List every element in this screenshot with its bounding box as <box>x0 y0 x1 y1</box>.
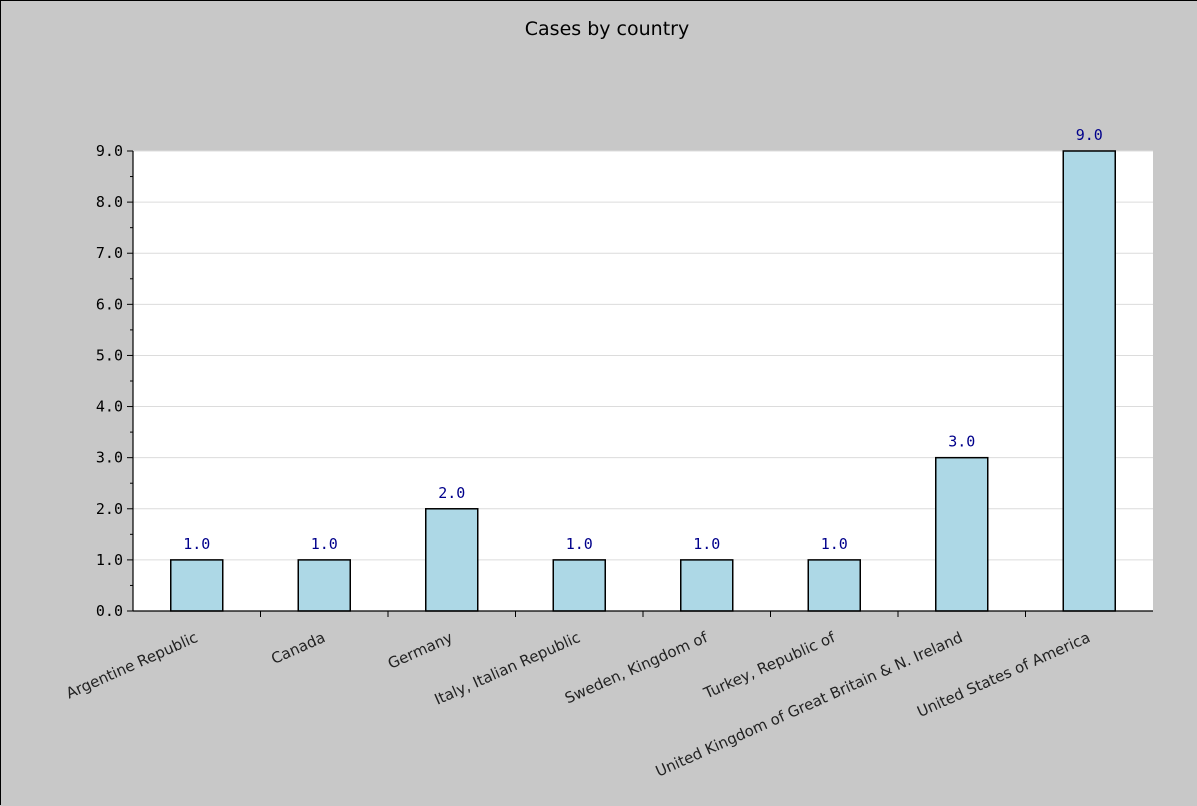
data-label: 1.0 <box>311 535 338 553</box>
bar <box>297 559 351 612</box>
y-tick-label: 6.0 <box>96 295 123 313</box>
bar <box>170 559 224 612</box>
axes <box>127 150 1153 617</box>
y-tick-label: 2.0 <box>96 500 123 518</box>
y-tick-label: 3.0 <box>96 449 123 467</box>
gridlines <box>133 150 1153 561</box>
bar <box>1062 150 1116 612</box>
y-tick-label: 0.0 <box>96 602 123 620</box>
y-tick-label: 1.0 <box>96 551 123 569</box>
y-axis-tick-labels: 0.0 1.0 2.0 3.0 4.0 5.0 6.0 7.0 8.0 9.0 <box>96 142 123 620</box>
plot-area <box>133 151 1153 611</box>
y-tick-label: 8.0 <box>96 193 123 211</box>
data-label: 1.0 <box>693 535 720 553</box>
data-label: 2.0 <box>438 484 465 502</box>
bar <box>425 508 479 612</box>
data-label: 1.0 <box>566 535 593 553</box>
x-tick-label: Canada <box>268 628 327 668</box>
x-tick-label: Italy, Italian Republic <box>432 628 583 709</box>
bar <box>807 559 861 612</box>
data-label: 1.0 <box>183 535 210 553</box>
bar <box>552 559 606 612</box>
x-tick-label: Sweden, Kingdom of <box>562 628 711 708</box>
bar <box>935 456 989 612</box>
y-tick-label: 4.0 <box>96 398 123 416</box>
bar <box>680 559 734 612</box>
y-tick-label: 9.0 <box>96 142 123 160</box>
data-labels: 1.0 1.0 2.0 1.0 1.0 1.0 3.0 9.0 <box>183 126 1103 553</box>
chart-title: Cases by country <box>525 18 689 40</box>
y-tick-label: 5.0 <box>96 346 123 364</box>
data-label: 3.0 <box>948 433 975 451</box>
x-tick-label: Germany <box>385 628 455 673</box>
data-label: 9.0 <box>1076 126 1103 144</box>
x-tick-label: Argentine Republic <box>63 628 200 702</box>
data-label: 1.0 <box>821 535 848 553</box>
y-tick-label: 7.0 <box>96 244 123 262</box>
bars <box>170 150 1116 612</box>
